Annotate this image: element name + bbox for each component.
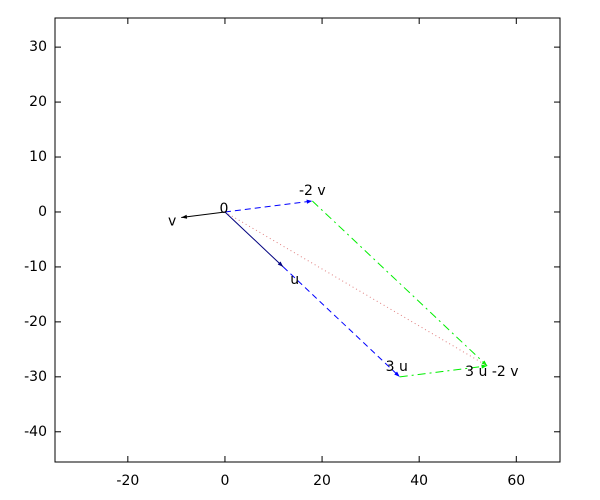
arrow-head bbox=[181, 214, 188, 219]
arrow-head bbox=[481, 360, 488, 366]
x-tick-label: 20 bbox=[313, 473, 331, 489]
arrow-head bbox=[481, 364, 488, 369]
y-tick-label: 0 bbox=[38, 204, 47, 220]
y-tick-label: -10 bbox=[24, 259, 47, 275]
y-tick-label: 20 bbox=[29, 94, 47, 110]
vector-segment bbox=[312, 200, 488, 367]
x-tick-label: -20 bbox=[116, 473, 139, 489]
point-label: -2 v bbox=[299, 183, 326, 199]
x-tick-label: 60 bbox=[507, 473, 525, 489]
y-tick-label: 30 bbox=[29, 39, 47, 55]
vector-segment bbox=[224, 200, 313, 213]
y-tick-label: -30 bbox=[24, 369, 47, 385]
point-label: 3 u bbox=[386, 359, 408, 375]
y-tick-label: -40 bbox=[24, 424, 47, 440]
x-tick-label: 40 bbox=[410, 473, 428, 489]
vector-segment bbox=[224, 211, 488, 367]
x-tick-label: 0 bbox=[220, 473, 229, 489]
arrow-head bbox=[277, 261, 284, 267]
point-label: u bbox=[290, 272, 299, 288]
point-label: 3 u -2 v bbox=[465, 364, 518, 380]
y-tick-label: -20 bbox=[24, 314, 47, 330]
vector-segment bbox=[399, 365, 488, 378]
point-label: v bbox=[168, 213, 176, 229]
vector-segment bbox=[224, 211, 284, 268]
arrow-head bbox=[306, 199, 313, 204]
plot-frame bbox=[54, 17, 561, 463]
arrow-head bbox=[394, 371, 400, 377]
vector-segment bbox=[282, 266, 401, 378]
point-label: 0 bbox=[219, 201, 228, 217]
y-tick-label: 10 bbox=[29, 149, 47, 165]
vector-segment bbox=[181, 211, 226, 218]
